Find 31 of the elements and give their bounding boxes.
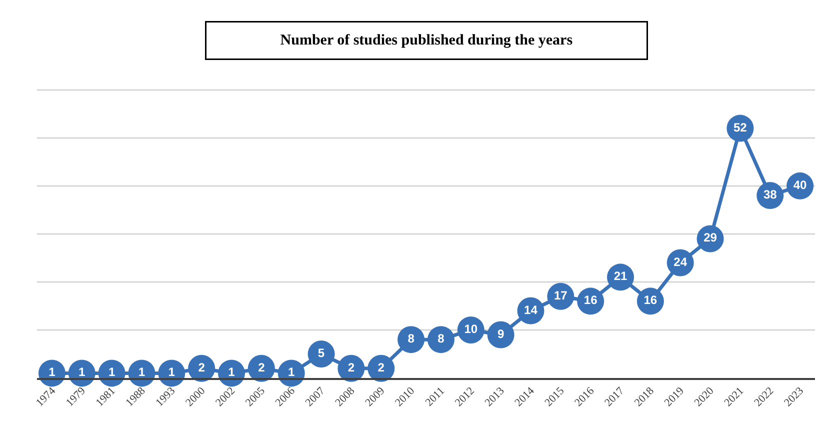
data-label: 1 bbox=[138, 365, 146, 380]
data-label: 29 bbox=[704, 230, 718, 245]
data-label: 5 bbox=[318, 346, 325, 360]
point bbox=[398, 326, 425, 354]
data-label: 1 bbox=[108, 365, 116, 380]
data-label: 1 bbox=[168, 365, 176, 380]
data-label: 17 bbox=[554, 288, 568, 302]
data-label: 14 bbox=[524, 302, 538, 317]
data-label: 8 bbox=[438, 332, 445, 346]
data-label: 2 bbox=[378, 360, 385, 374]
data-label: 1 bbox=[48, 365, 56, 380]
data-label: 38 bbox=[763, 188, 778, 202]
point bbox=[427, 326, 454, 354]
data-label: 16 bbox=[644, 293, 658, 308]
data-label: 2 bbox=[258, 360, 266, 374]
data-label: 40 bbox=[793, 178, 808, 192]
point bbox=[308, 340, 335, 368]
chart-title: Number of studies published during the years bbox=[280, 32, 573, 48]
data-label: 52 bbox=[734, 120, 748, 134]
data-label: 1 bbox=[288, 365, 296, 380]
data-label: 10 bbox=[464, 322, 478, 336]
point bbox=[487, 321, 514, 348]
data-label: 8 bbox=[408, 332, 415, 346]
data-label: 21 bbox=[614, 269, 628, 284]
data-label: 2 bbox=[348, 360, 355, 374]
data-label: 2 bbox=[198, 360, 206, 374]
data-label: 1 bbox=[78, 365, 86, 380]
data-label: 9 bbox=[497, 326, 504, 341]
data-label: 1 bbox=[228, 365, 236, 380]
data-label: 16 bbox=[584, 293, 598, 308]
data-label: 24 bbox=[674, 254, 688, 269]
